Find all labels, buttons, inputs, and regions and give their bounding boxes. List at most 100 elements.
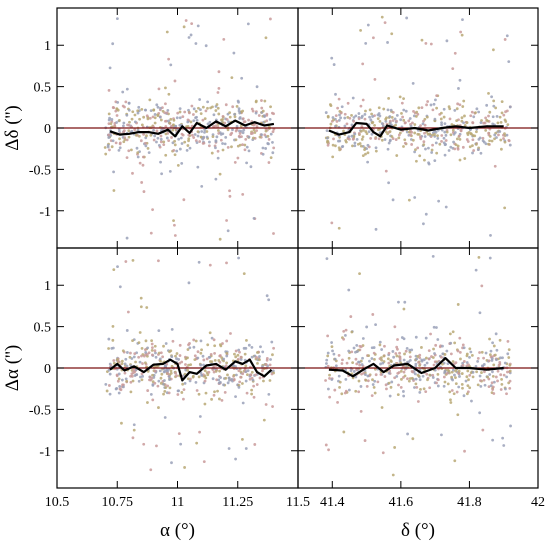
data-point	[357, 132, 361, 135]
data-point	[502, 373, 506, 377]
data-point	[127, 123, 131, 127]
data-point	[184, 363, 187, 366]
data-point	[187, 133, 191, 137]
data-point	[221, 142, 224, 145]
data-point	[425, 115, 429, 119]
data-point	[405, 347, 409, 350]
data-point	[156, 114, 160, 118]
data-point	[264, 147, 268, 150]
data-point	[337, 97, 341, 101]
data-point	[354, 357, 358, 361]
data-point	[507, 138, 511, 142]
data-point	[353, 141, 357, 145]
data-point	[443, 153, 447, 157]
data-point	[468, 386, 472, 390]
data-point	[123, 371, 127, 375]
data-point	[429, 332, 432, 336]
data-point	[226, 381, 230, 385]
data-point	[246, 22, 250, 26]
data-point	[241, 192, 245, 196]
data-point	[115, 17, 119, 20]
data-point	[431, 143, 434, 147]
data-point	[374, 149, 378, 153]
data-point	[150, 339, 154, 343]
data-point	[110, 145, 114, 149]
data-point	[415, 357, 419, 361]
data-point	[374, 227, 378, 231]
data-point	[131, 379, 135, 383]
data-point	[171, 339, 175, 343]
data-point	[168, 378, 171, 382]
data-point	[151, 398, 155, 402]
data-point	[247, 343, 251, 347]
data-point	[384, 169, 388, 173]
data-point	[496, 379, 499, 383]
data-point	[118, 119, 121, 122]
data-point	[440, 123, 443, 127]
data-point	[335, 119, 339, 123]
data-point	[416, 355, 420, 358]
data-point	[507, 356, 511, 359]
data-point	[435, 381, 438, 385]
data-point	[503, 38, 507, 41]
data-point	[189, 33, 193, 37]
data-point	[387, 96, 391, 100]
data-point	[499, 356, 502, 360]
data-point	[139, 139, 143, 143]
data-point	[424, 390, 428, 394]
data-point	[419, 387, 422, 391]
data-point	[204, 391, 208, 395]
data-point	[209, 353, 213, 356]
data-point	[355, 368, 358, 371]
data-point	[408, 355, 412, 359]
data-point	[218, 354, 222, 357]
data-point	[430, 148, 434, 152]
data-point	[226, 373, 229, 377]
data-point	[446, 382, 450, 386]
data-point	[127, 149, 131, 153]
data-point	[380, 138, 384, 142]
data-point	[408, 358, 412, 362]
data-point	[136, 151, 140, 155]
data-point	[234, 355, 238, 359]
data-point	[196, 356, 200, 360]
data-point	[112, 189, 116, 192]
data-point	[354, 114, 358, 118]
data-point	[338, 386, 341, 389]
data-point	[428, 386, 432, 390]
data-point	[151, 384, 155, 387]
data-point	[451, 67, 455, 70]
data-point	[262, 114, 266, 117]
data-point	[487, 114, 490, 118]
data-point	[183, 372, 187, 376]
data-point	[476, 357, 480, 360]
data-point	[398, 357, 402, 361]
data-point	[359, 385, 363, 388]
data-point	[225, 354, 229, 358]
data-point	[442, 115, 446, 119]
data-point	[158, 369, 162, 373]
data-point	[478, 136, 482, 140]
data-point	[248, 377, 252, 381]
data-point	[247, 149, 251, 153]
data-point	[328, 373, 331, 377]
data-point	[221, 114, 225, 118]
data-point	[188, 146, 192, 150]
data-point	[397, 133, 401, 137]
data-point	[506, 352, 510, 356]
data-point	[250, 370, 254, 374]
data-point	[255, 383, 259, 386]
data-point	[180, 162, 184, 165]
data-point	[141, 374, 145, 378]
data-point	[125, 156, 129, 159]
data-point	[128, 355, 132, 359]
data-point	[192, 136, 196, 139]
data-point	[236, 357, 240, 361]
data-point	[378, 343, 382, 347]
data-point	[393, 446, 397, 449]
data-point	[241, 143, 244, 147]
data-point	[444, 139, 448, 142]
data-point	[336, 106, 340, 110]
data-point	[330, 56, 334, 60]
data-point	[491, 370, 494, 374]
